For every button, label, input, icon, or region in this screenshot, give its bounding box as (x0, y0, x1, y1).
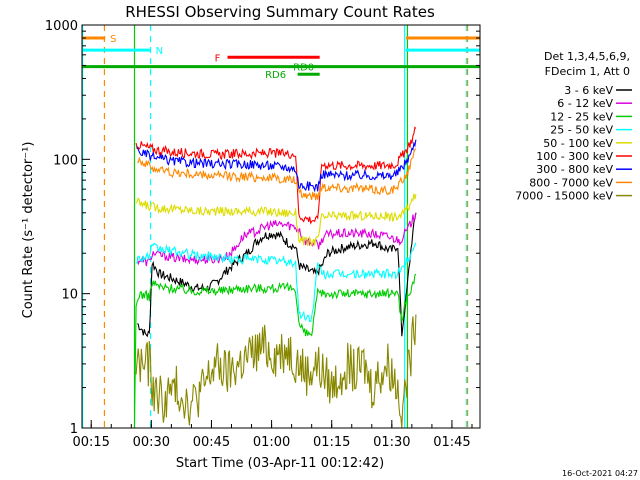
series-line-800-7000-keV (137, 148, 417, 201)
legend-label: 12 - 25 keV (550, 110, 613, 123)
x-tick-label-00:30: 00:30 (133, 435, 170, 450)
series-line-50-100-keV (135, 193, 417, 247)
legend-label: 50 - 100 keV (543, 137, 613, 150)
legend-label: 100 - 300 keV (536, 150, 613, 163)
x-tick-label-01:45: 01:45 (433, 435, 470, 450)
footer-date: 16-Oct-2021 04:27 (562, 469, 638, 478)
x-axis: 00:15 00:30 00:45 01:00 01:15 01:30 01:45 (72, 420, 473, 450)
legend: Det 1,3,4,5,6,9, FDecim 1, Att 0 3 - 6 k… (515, 50, 632, 203)
series-line-7000-15000-keV (135, 314, 417, 428)
plot-area: S N F RD0 RD6 (82, 25, 480, 428)
state-label-F: F (215, 53, 221, 64)
legend-header-line-2: FDecim 1, Att 0 (545, 65, 630, 78)
y-tick-label-100: 100 (53, 153, 78, 168)
state-label-RD6: RD6 (265, 70, 286, 81)
y-axis-label: Count Rate (s⁻¹ detector⁻¹) (21, 142, 36, 319)
x-tick-label-01:00: 01:00 (253, 435, 290, 450)
y-tick-label-1: 1 (70, 422, 78, 437)
chart-title: RHESSI Observing Summary Count Rates (125, 3, 435, 21)
legend-label: 800 - 7000 keV (529, 176, 613, 189)
legend-label: 6 - 12 keV (557, 97, 613, 110)
legend-label: 3 - 6 keV (564, 84, 613, 97)
legend-header-line-1: Det 1,3,4,5,6,9, (544, 50, 630, 63)
y-tick-label-1000: 1000 (45, 19, 78, 34)
x-tick-label-01:30: 01:30 (373, 435, 410, 450)
series-line-300-800-keV (136, 139, 417, 193)
state-label-S: S (110, 34, 116, 45)
legend-label: 25 - 50 keV (550, 124, 613, 137)
series-line-3-6-keV (137, 212, 417, 338)
y-tick-label-10: 10 (61, 288, 78, 303)
series-line-25-50-keV (135, 242, 417, 323)
x-tick-label-00:45: 00:45 (193, 435, 230, 450)
x-axis-label: Start Time (03-Apr-11 00:12:42) (176, 456, 384, 471)
legend-label: 7000 - 15000 keV (515, 190, 613, 203)
state-label-RD0: RD0 (293, 63, 314, 74)
x-tick-label-00:15: 00:15 (72, 435, 109, 450)
series-line-6-12-keV (136, 212, 417, 267)
plot-frame (81, 24, 481, 429)
series-line-100-300-keV (135, 126, 417, 225)
legend-label: 300 - 800 keV (536, 163, 613, 176)
series-line-12-25-keV (133, 273, 417, 424)
state-label-N: N (156, 46, 163, 57)
x-tick-label-01:15: 01:15 (313, 435, 350, 450)
y-axis: 1 10 100 1000 (45, 19, 480, 437)
